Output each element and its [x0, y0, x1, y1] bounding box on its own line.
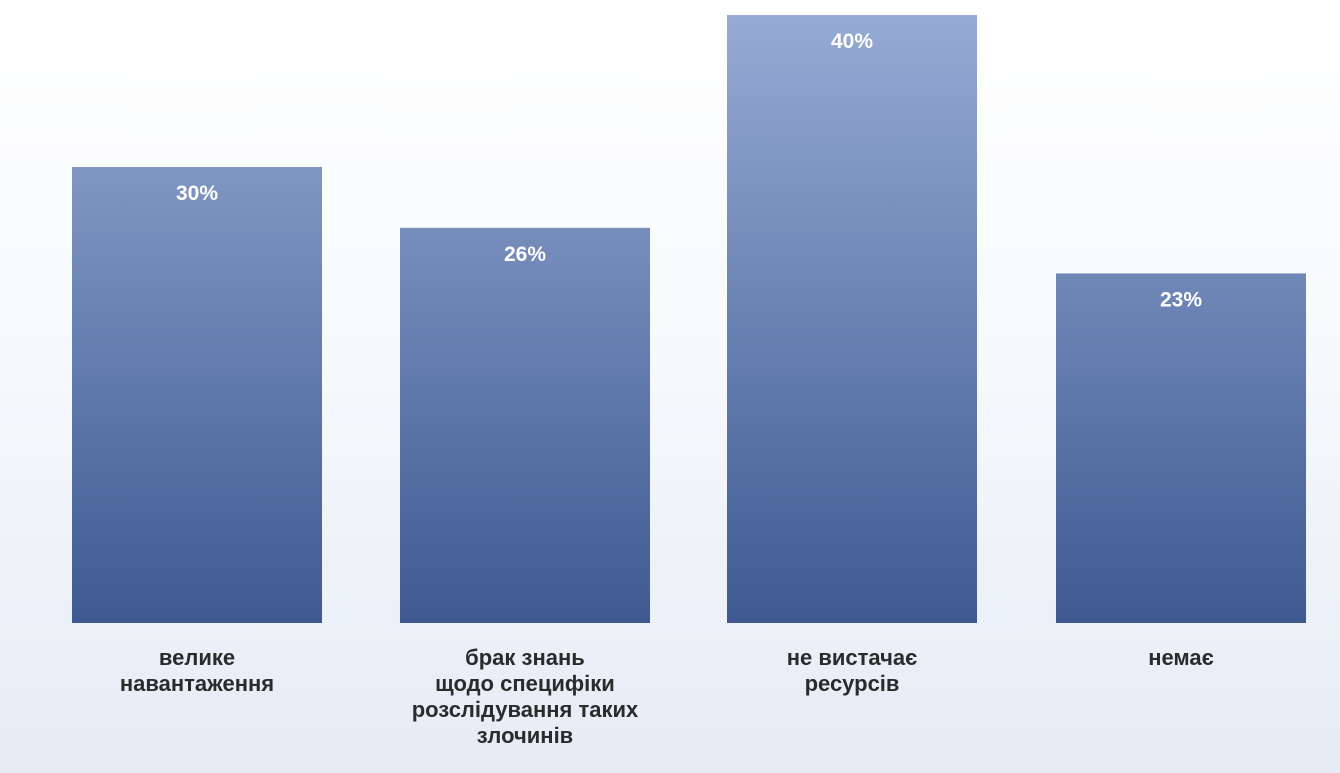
bar-4: [1056, 273, 1306, 623]
category-label-1: велике навантаження: [72, 645, 322, 697]
data-label-3: 40%: [831, 30, 873, 53]
data-label-2: 26%: [504, 243, 546, 266]
category-label-line: велике: [158, 645, 236, 670]
category-label-line: навантаження: [119, 671, 275, 696]
category-label-2: брак знань щодо специфіки розслідування та…: [400, 645, 650, 749]
category-label-4: немає: [1056, 645, 1306, 671]
data-label-4: 23%: [1160, 288, 1202, 311]
category-label-line: ресурсів: [804, 671, 900, 696]
category-label-line: не вистачає: [786, 645, 918, 670]
category-label-3: не вистачає ресурсів: [727, 645, 977, 697]
category-label-line: брак знань: [465, 645, 585, 670]
bars-group: [72, 15, 1306, 624]
bar-3: [727, 15, 977, 623]
category-label-line: щодо специфіки: [435, 671, 615, 696]
category-label-line: розслідування таких: [411, 697, 639, 722]
category-label-line: злочинів: [476, 723, 574, 748]
data-labels-group: 30% 26% 40% 23%: [176, 30, 1202, 311]
category-label-line: немає: [1148, 645, 1214, 670]
bar-1: [72, 167, 322, 623]
bar-2: [400, 227, 650, 624]
data-label-1: 30%: [176, 182, 218, 205]
